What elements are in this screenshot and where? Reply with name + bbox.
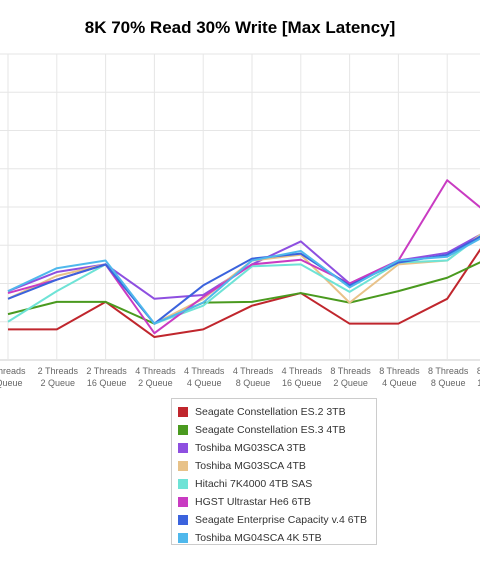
- legend-label: HGST Ultrastar He6 6TB: [195, 496, 311, 508]
- series-line-1: [8, 248, 480, 339]
- x-tick-label: Queue: [0, 378, 23, 388]
- legend-label: Toshiba MG03SCA 3TB: [195, 442, 306, 454]
- legend-label: Toshiba MG03SCA 4TB: [195, 460, 306, 472]
- legend-swatch: [178, 425, 188, 435]
- x-tick-label: 2 Queue: [41, 378, 76, 388]
- x-tick-label: 4 Threads: [184, 366, 225, 376]
- legend-swatch: [178, 461, 188, 471]
- chart-title: 8K 70% Read 30% Write [Max Latency]: [84, 18, 396, 37]
- legend-item[interactable]: Seagate Enterprise Capacity v.4 6TB: [178, 511, 376, 529]
- legend-swatch: [178, 497, 188, 507]
- x-tick-label: 16 Queue: [477, 378, 480, 388]
- legend-swatch: [178, 515, 188, 525]
- legend-item[interactable]: Toshiba MG03SCA 3TB: [178, 439, 376, 457]
- series-line-2: [7, 261, 480, 325]
- x-axis-tick-labels: Threads Queue 2 Threads 2 Queue 2 Threads 16 …: [0, 366, 480, 388]
- legend-item[interactable]: Seagate Constellation ES.3 4TB: [178, 421, 376, 439]
- legend-item[interactable]: Toshiba MG03SCA 4TB: [178, 457, 376, 475]
- x-tick-label: Threads: [0, 366, 26, 376]
- x-tick-label: 2 Queue: [138, 378, 173, 388]
- chart-legend: Seagate Constellation ES.2 3TB Seagate Co…: [171, 398, 377, 545]
- line-chart-plot: Threads Queue 2 Threads 2 Queue 2 Threads 16 …: [0, 53, 480, 388]
- x-tick-label: 8 Threads: [330, 366, 371, 376]
- legend-item[interactable]: Hitachi 7K4000 4TB SAS: [178, 475, 376, 493]
- x-tick-label: 2 Threads: [38, 366, 79, 376]
- legend-label: Seagate Enterprise Capacity v.4 6TB: [195, 514, 367, 526]
- x-tick-label: 8 Queue: [431, 378, 466, 388]
- legend-item[interactable]: Toshiba MG04SCA 4K 5TB: [178, 529, 376, 547]
- x-tick-label: 2 Queue: [333, 378, 368, 388]
- x-tick-label: 8 Threads: [379, 366, 420, 376]
- x-tick-label: 16 Queue: [87, 378, 127, 388]
- series-lines: [7, 179, 480, 339]
- legend-swatch: [178, 533, 188, 543]
- x-tick-label: 2 Threads: [86, 366, 127, 376]
- x-tick-label: 4 Threads: [233, 366, 274, 376]
- x-tick-label: 8 Threads: [428, 366, 469, 376]
- x-tick-label: 8 Threads: [477, 366, 480, 376]
- series-line-5: [7, 234, 480, 325]
- legend-label: Toshiba MG04SCA 4K 5TB: [195, 532, 322, 544]
- x-tick-label: 16 Queue: [282, 378, 322, 388]
- x-tick-label: 4 Queue: [382, 378, 417, 388]
- legend-item[interactable]: Seagate Constellation ES.2 3TB: [178, 403, 376, 421]
- legend-item[interactable]: HGST Ultrastar He6 6TB: [178, 493, 376, 511]
- x-tick-label: 4 Threads: [282, 366, 323, 376]
- legend-swatch: [178, 407, 188, 417]
- legend-label: Seagate Constellation ES.2 3TB: [195, 406, 346, 418]
- series-line-8: [7, 237, 480, 325]
- x-tick-label: 4 Threads: [135, 366, 176, 376]
- legend-label: Seagate Constellation ES.3 4TB: [195, 424, 346, 436]
- legend-label: Hitachi 7K4000 4TB SAS: [195, 478, 313, 490]
- x-tick-label: 8 Queue: [236, 378, 271, 388]
- legend-swatch: [178, 479, 188, 489]
- gridlines: [0, 53, 480, 361]
- legend-swatch: [178, 443, 188, 453]
- x-tick-label: 4 Queue: [187, 378, 222, 388]
